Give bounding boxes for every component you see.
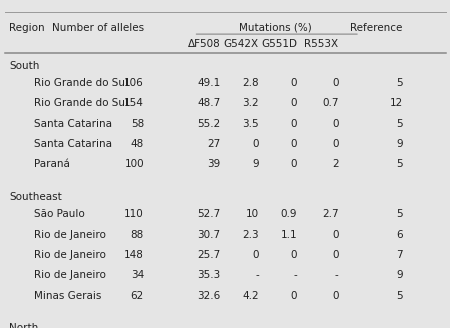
Text: 0: 0 <box>252 250 259 260</box>
Text: Rio Grande do Sul: Rio Grande do Sul <box>34 78 128 88</box>
Text: 12: 12 <box>390 98 403 108</box>
Text: 2.8: 2.8 <box>242 78 259 88</box>
Text: 5: 5 <box>396 118 403 129</box>
Text: 58: 58 <box>131 118 144 129</box>
Text: 110: 110 <box>124 209 144 219</box>
Text: 5: 5 <box>396 78 403 88</box>
Text: 0.9: 0.9 <box>280 209 297 219</box>
Text: 5: 5 <box>396 291 403 301</box>
Text: 30.7: 30.7 <box>198 230 220 240</box>
Text: Santa Catarina: Santa Catarina <box>34 118 112 129</box>
Text: 0: 0 <box>332 139 338 149</box>
Text: 100: 100 <box>124 159 144 169</box>
Text: 0: 0 <box>332 230 338 240</box>
Text: 9: 9 <box>396 270 403 280</box>
Text: 27: 27 <box>207 139 220 149</box>
Text: Reference: Reference <box>351 23 403 33</box>
Text: 1.1: 1.1 <box>280 230 297 240</box>
Text: 2.3: 2.3 <box>242 230 259 240</box>
Text: 39: 39 <box>207 159 220 169</box>
Text: 0: 0 <box>291 118 297 129</box>
Text: Santa Catarina: Santa Catarina <box>34 139 112 149</box>
Text: Rio de Janeiro: Rio de Janeiro <box>34 250 106 260</box>
Text: 55.2: 55.2 <box>197 118 220 129</box>
Text: 2.7: 2.7 <box>322 209 338 219</box>
Text: South: South <box>9 61 40 71</box>
Text: Southeast: Southeast <box>9 192 62 202</box>
Text: Number of alleles: Number of alleles <box>52 23 144 33</box>
Text: 9: 9 <box>252 159 259 169</box>
Text: 7: 7 <box>396 250 403 260</box>
Text: 10: 10 <box>246 209 259 219</box>
Text: -: - <box>255 270 259 280</box>
Text: G551D: G551D <box>261 39 297 49</box>
Text: R553X: R553X <box>304 39 338 49</box>
Text: 0: 0 <box>332 250 338 260</box>
Text: 106: 106 <box>124 78 144 88</box>
Text: 0: 0 <box>291 250 297 260</box>
Text: 0.7: 0.7 <box>322 98 338 108</box>
Text: 32.6: 32.6 <box>197 291 220 301</box>
Text: G542X: G542X <box>224 39 259 49</box>
Text: São Paulo: São Paulo <box>34 209 85 219</box>
Text: Region: Region <box>9 23 45 33</box>
Text: 148: 148 <box>124 250 144 260</box>
Text: 5: 5 <box>396 159 403 169</box>
Text: 0: 0 <box>332 78 338 88</box>
Text: 0: 0 <box>291 98 297 108</box>
Text: 154: 154 <box>124 98 144 108</box>
Text: 3.5: 3.5 <box>242 118 259 129</box>
Text: 6: 6 <box>396 230 403 240</box>
Text: Mutations (%): Mutations (%) <box>239 23 312 33</box>
Text: 35.3: 35.3 <box>197 270 220 280</box>
Text: 0: 0 <box>332 118 338 129</box>
Text: 34: 34 <box>131 270 144 280</box>
Text: North: North <box>9 323 38 328</box>
Text: Rio Grande do Sul: Rio Grande do Sul <box>34 98 128 108</box>
Text: 0: 0 <box>252 139 259 149</box>
Text: Minas Gerais: Minas Gerais <box>34 291 101 301</box>
Text: Rio de Janeiro: Rio de Janeiro <box>34 230 106 240</box>
Text: -: - <box>293 270 297 280</box>
Text: 3.2: 3.2 <box>242 98 259 108</box>
Text: 0: 0 <box>291 159 297 169</box>
Text: 48: 48 <box>131 139 144 149</box>
Text: 0: 0 <box>291 78 297 88</box>
Text: 0: 0 <box>332 291 338 301</box>
Text: 2: 2 <box>332 159 338 169</box>
Text: 25.7: 25.7 <box>197 250 220 260</box>
Text: ΔF508: ΔF508 <box>188 39 220 49</box>
Text: Rio de Janeiro: Rio de Janeiro <box>34 270 106 280</box>
Text: 4.2: 4.2 <box>242 291 259 301</box>
Text: 9: 9 <box>396 139 403 149</box>
Text: 48.7: 48.7 <box>197 98 220 108</box>
Text: 52.7: 52.7 <box>197 209 220 219</box>
Text: 62: 62 <box>131 291 144 301</box>
Text: -: - <box>335 270 338 280</box>
Text: 88: 88 <box>131 230 144 240</box>
Text: 0: 0 <box>291 139 297 149</box>
Text: 5: 5 <box>396 209 403 219</box>
Text: 0: 0 <box>291 291 297 301</box>
Text: 49.1: 49.1 <box>197 78 220 88</box>
Text: Paraná: Paraná <box>34 159 70 169</box>
